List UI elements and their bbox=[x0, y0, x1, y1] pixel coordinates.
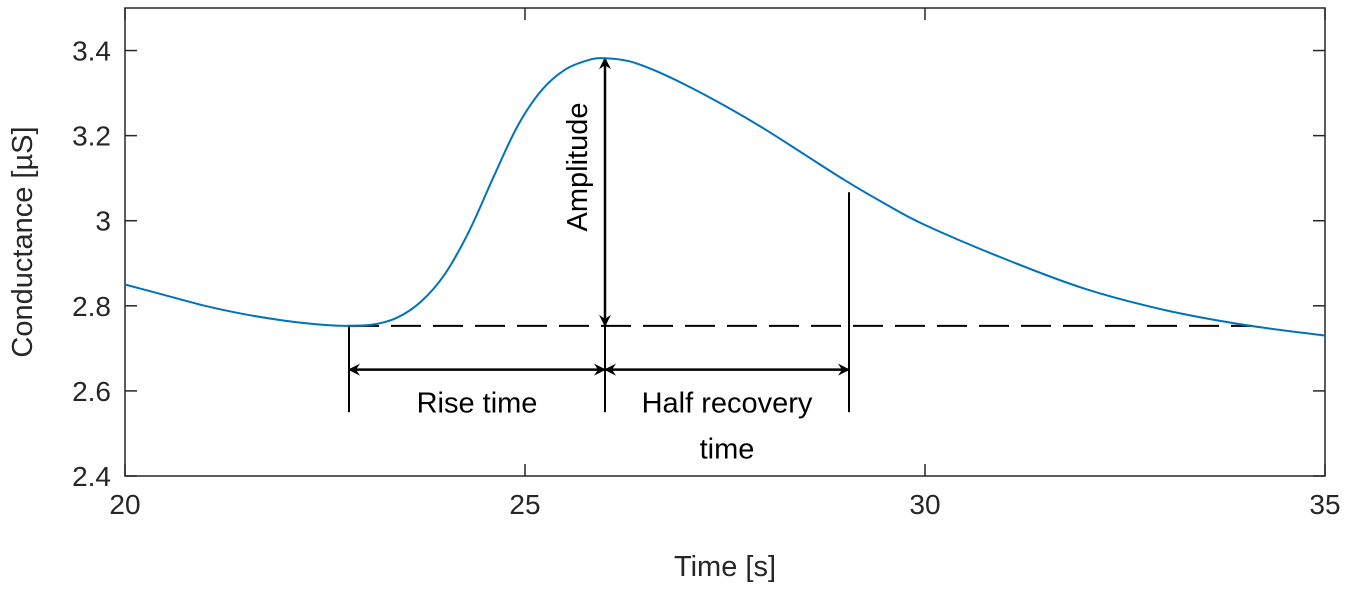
y-tick-label: 3 bbox=[95, 206, 111, 237]
y-tick-label: 2.4 bbox=[72, 461, 111, 492]
x-tick-label: 20 bbox=[109, 489, 140, 520]
y-tick-label: 3.2 bbox=[72, 121, 111, 152]
y-tick-label: 2.6 bbox=[72, 376, 111, 407]
x-axis-label: Time [s] bbox=[674, 551, 776, 583]
x-tick-label: 35 bbox=[1309, 489, 1340, 520]
x-axis-ticks bbox=[124, 8, 1326, 476]
plot-area-frame bbox=[124, 7, 1326, 477]
amplitude-label: Amplitude bbox=[562, 103, 594, 232]
y-tick-label: 3.4 bbox=[72, 36, 111, 67]
half-recovery-label-line2: time bbox=[700, 434, 755, 466]
conductance-series-line bbox=[124, 57, 1326, 337]
half-recovery-label-line1: Half recovery bbox=[642, 388, 813, 420]
x-axis-tick-labels: 20 25 30 35 bbox=[109, 489, 1340, 520]
x-tick-label: 25 bbox=[509, 489, 540, 520]
rise-time-label: Rise time bbox=[417, 388, 538, 420]
y-axis-tick-labels: 2.4 2.6 2.8 3 3.2 3.4 bbox=[72, 36, 111, 492]
y-axis-label: Conductance [µS] bbox=[7, 126, 39, 357]
y-axis-ticks bbox=[125, 49, 1325, 477]
x-tick-label: 30 bbox=[909, 489, 940, 520]
y-tick-label: 2.8 bbox=[72, 291, 111, 322]
